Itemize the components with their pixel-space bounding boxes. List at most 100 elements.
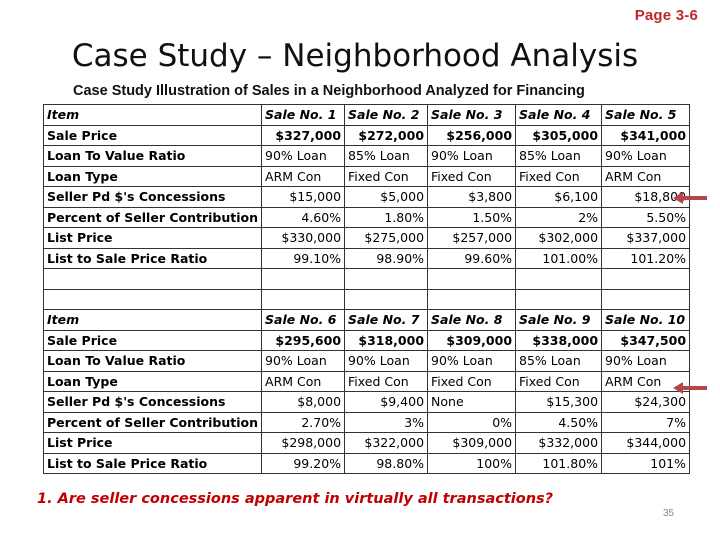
table-cell: $302,000 (515, 227, 603, 249)
table-cell: $322,000 (344, 432, 429, 454)
row-label: Seller Pd $'s Concessions (42, 391, 263, 413)
table-row: Sale Price $327,000 $272,000 $256,000 $3… (42, 124, 691, 146)
table-cell: ARM Con (261, 370, 346, 392)
table-cell: $8,000 (261, 391, 346, 413)
row-label: List Price (42, 432, 263, 454)
table-cell: $337,000 (601, 227, 691, 249)
sales-table: Item Sale No. 1 Sale No. 2 Sale No. 3 Sa… (42, 104, 691, 474)
table-cell: 5.50% (601, 206, 691, 228)
header-cell: Sale No. 2 (344, 104, 429, 126)
table-cell: $341,000 (601, 124, 691, 146)
table-cell: $9,400 (344, 391, 429, 413)
table-cell: Fixed Con (344, 370, 429, 392)
empty-row (42, 288, 691, 310)
table-cell: $15,000 (261, 186, 346, 208)
header-cell: Item (42, 104, 263, 126)
table-cell: 1.80% (344, 206, 429, 228)
table-cell: 90% Loan (601, 350, 691, 372)
table-cell: 90% Loan (601, 145, 691, 167)
discussion-question: 1. Are seller concessions apparent in vi… (37, 491, 554, 507)
left-arrow-icon (673, 192, 707, 204)
table-row: Loan Type ARM Con Fixed Con Fixed Con Fi… (42, 370, 691, 392)
table-row: Loan To Value Ratio 90% Loan 90% Loan 90… (42, 350, 691, 372)
slide-subtitle: Case Study Illustration of Sales in a Ne… (73, 83, 585, 99)
table-row: Percent of Seller Contribution 2.70% 3% … (42, 411, 691, 433)
table-row: Loan To Value Ratio 90% Loan 85% Loan 90… (42, 145, 691, 167)
table-row: Seller Pd $'s Concessions $8,000 $9,400 … (42, 391, 691, 413)
table-cell: $15,300 (515, 391, 603, 413)
table-cell: ARM Con (261, 165, 346, 187)
header-cell: Sale No. 8 (427, 309, 517, 331)
table-cell: $318,000 (344, 329, 429, 351)
table-cell: Fixed Con (344, 165, 429, 187)
table-cell: $3,800 (427, 186, 517, 208)
table-cell: $347,500 (601, 329, 691, 351)
table-cell: 90% Loan (261, 145, 346, 167)
row-label: List Price (42, 227, 263, 249)
table-cell: 90% Loan (344, 350, 429, 372)
table-cell: $309,000 (427, 432, 517, 454)
table-cell: 100% (427, 452, 517, 474)
table-row: List Price $298,000 $322,000 $309,000 $3… (42, 432, 691, 454)
table-row: List Price $330,000 $275,000 $257,000 $3… (42, 227, 691, 249)
table-cell: $272,000 (344, 124, 429, 146)
table-cell: 1.50% (427, 206, 517, 228)
header-cell: Sale No. 10 (601, 309, 691, 331)
table-row: Loan Type ARM Con Fixed Con Fixed Con Fi… (42, 165, 691, 187)
table-cell: Fixed Con (427, 370, 517, 392)
table-row: Sale Price $295,600 $318,000 $309,000 $3… (42, 329, 691, 351)
table-cell: 101% (601, 452, 691, 474)
table-cell: $295,600 (261, 329, 346, 351)
table-cell: 4.50% (515, 411, 603, 433)
header-cell: Sale No. 9 (515, 309, 603, 331)
slide-number: 35 (663, 508, 675, 519)
header-cell: Sale No. 4 (515, 104, 603, 126)
table-cell: $257,000 (427, 227, 517, 249)
row-label: Loan To Value Ratio (42, 145, 263, 167)
table-cell: 99.60% (427, 247, 517, 269)
table-cell: $330,000 (261, 227, 346, 249)
header-cell: Sale No. 1 (261, 104, 346, 126)
row-label: Loan Type (42, 370, 263, 392)
row-label: Sale Price (42, 329, 263, 351)
table-cell: 85% Loan (515, 145, 603, 167)
table-cell: 101.00% (515, 247, 603, 269)
table-cell: 85% Loan (515, 350, 603, 372)
row-label: Sale Price (42, 124, 263, 146)
table-cell: 101.20% (601, 247, 691, 269)
row-label: Percent of Seller Contribution (42, 411, 263, 433)
header-cell: Item (42, 309, 263, 331)
table-cell: None (427, 391, 517, 413)
table-cell: 99.10% (261, 247, 346, 269)
table-row: Seller Pd $'s Concessions $15,000 $5,000… (42, 186, 691, 208)
header-cell: Sale No. 7 (344, 309, 429, 331)
empty-row (42, 268, 691, 290)
table-cell: Fixed Con (515, 165, 603, 187)
row-label: Percent of Seller Contribution (42, 206, 263, 228)
table-cell: $298,000 (261, 432, 346, 454)
table-cell: 4.60% (261, 206, 346, 228)
table-cell: ARM Con (601, 165, 691, 187)
table-cell: 90% Loan (427, 350, 517, 372)
table-row: Percent of Seller Contribution 4.60% 1.8… (42, 206, 691, 228)
table-cell: 99.20% (261, 452, 346, 474)
table-cell: $344,000 (601, 432, 691, 454)
table-cell: 3% (344, 411, 429, 433)
table-cell: 7% (601, 411, 691, 433)
table-cell: 2.70% (261, 411, 346, 433)
table-cell: 85% Loan (344, 145, 429, 167)
table-cell: 90% Loan (427, 145, 517, 167)
table-cell: $332,000 (515, 432, 603, 454)
header-cell: Sale No. 3 (427, 104, 517, 126)
table-cell: 101.80% (515, 452, 603, 474)
slide-title: Case Study – Neighborhood Analysis (71, 38, 639, 74)
header-cell: Sale No. 6 (261, 309, 346, 331)
row-label: List to Sale Price Ratio (42, 452, 263, 474)
table-cell: 98.90% (344, 247, 429, 269)
left-arrow-icon (673, 382, 707, 394)
table-cell: 90% Loan (261, 350, 346, 372)
table-header-row: Item Sale No. 1 Sale No. 2 Sale No. 3 Sa… (42, 104, 691, 126)
table-cell: $256,000 (427, 124, 517, 146)
table-cell: $338,000 (515, 329, 603, 351)
table-header-row: Item Sale No. 6 Sale No. 7 Sale No. 8 Sa… (42, 309, 691, 331)
